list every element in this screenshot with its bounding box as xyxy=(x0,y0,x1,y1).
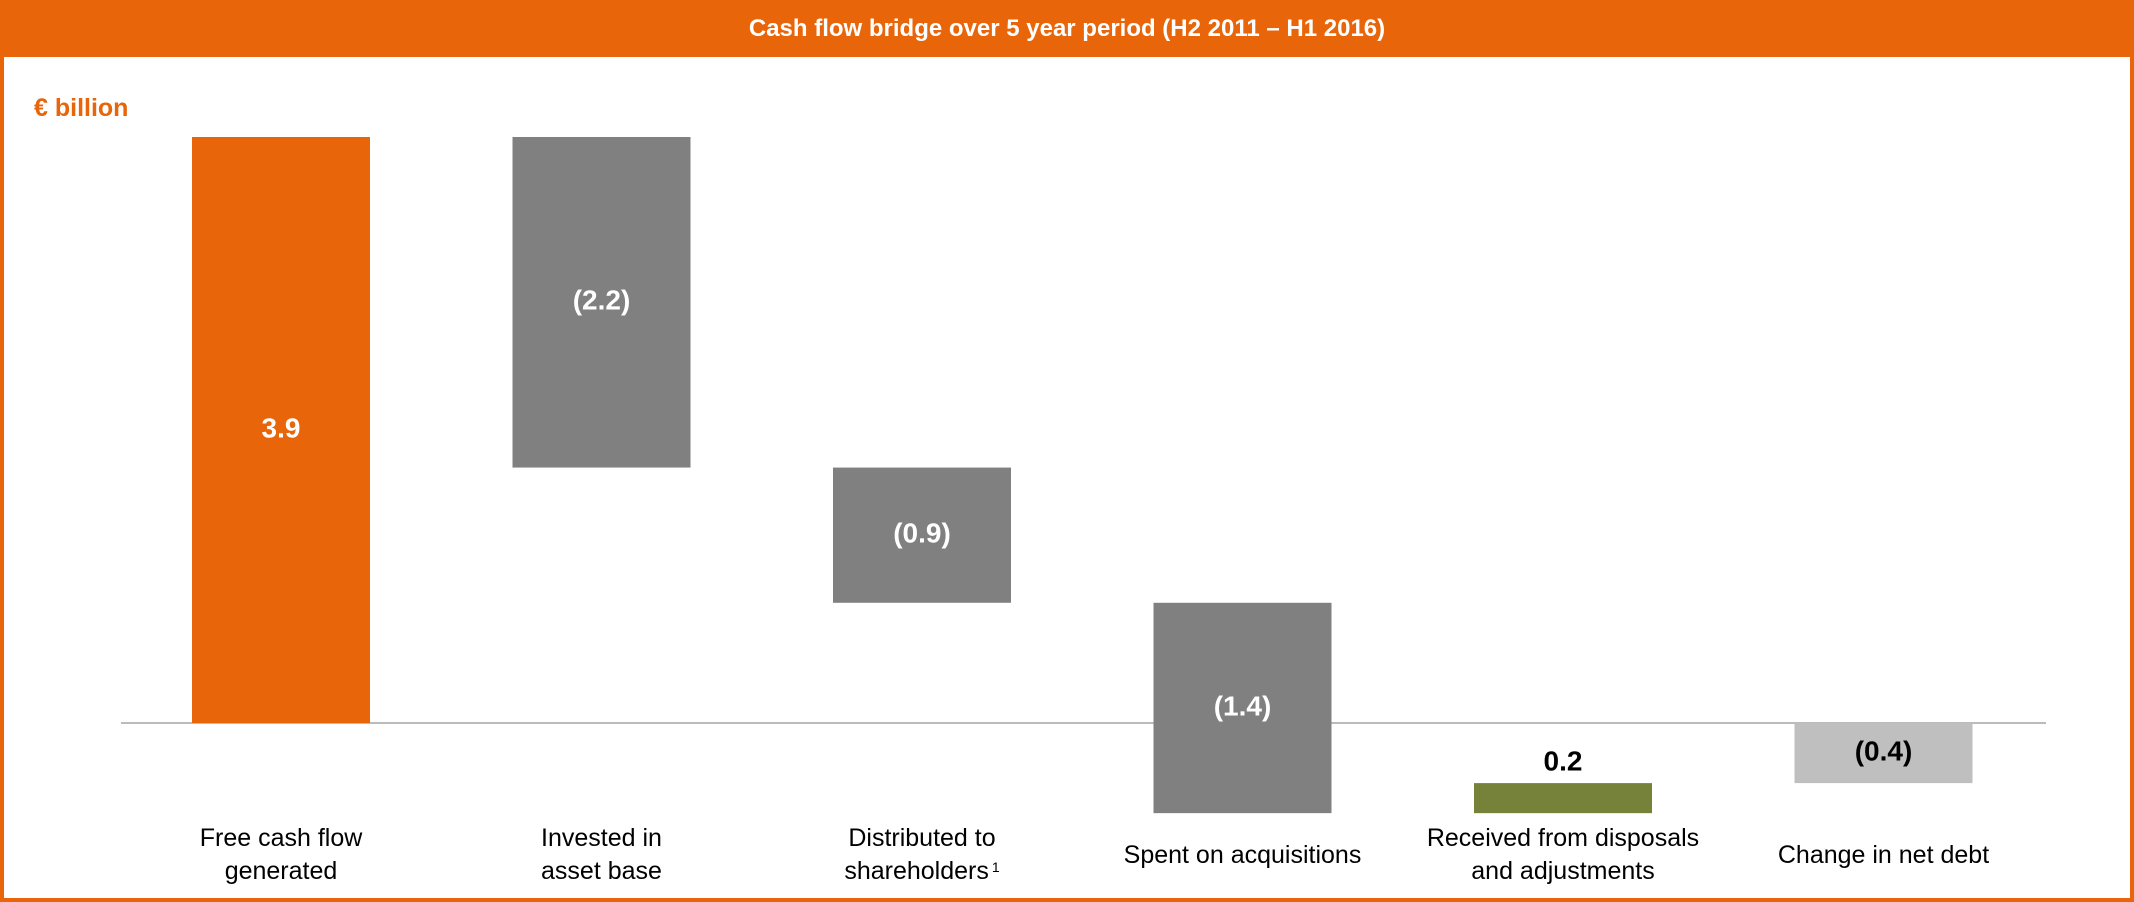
category-label: Free cash flow generated xyxy=(111,810,451,900)
category-label: Spent on acquisitions xyxy=(1073,810,1413,900)
bar xyxy=(192,137,370,723)
value-label: 0.2 xyxy=(1544,745,1583,776)
footnote-marker: 1 xyxy=(991,859,1000,875)
category-text: Distributed to shareholders 1 xyxy=(844,824,1000,885)
value-label: (0.9) xyxy=(893,518,951,549)
value-label: 3.9 xyxy=(262,412,301,443)
category-text: Change in net debt xyxy=(1777,840,1990,869)
bar xyxy=(1474,783,1652,814)
value-label: (0.4) xyxy=(1855,735,1913,766)
category-text: Free cash flow generated xyxy=(199,824,363,885)
chart-title: Cash flow bridge over 5 year period (H2 … xyxy=(4,0,2130,57)
plot: 3.9 (2.2) (0.9) (1.4) 0.2 (0.4) xyxy=(121,137,2046,814)
bar xyxy=(1794,723,1973,784)
category-label: Invested in asset base xyxy=(432,810,772,900)
value-label: (2.2) xyxy=(573,285,631,316)
category-text: Invested in asset base xyxy=(541,824,662,885)
category-label: Change in net debt xyxy=(1714,810,2054,900)
bar xyxy=(512,137,691,468)
bar xyxy=(1153,602,1332,814)
category-text: Spent on acquisitions xyxy=(1123,840,1362,869)
category-label: Received from disposals and adjustments xyxy=(1393,810,1733,900)
unit-label: € billion xyxy=(34,94,129,122)
value-label: (1.4) xyxy=(1214,690,1272,721)
bar xyxy=(833,467,1011,603)
category-label: Distributed to shareholders 1 xyxy=(752,810,1092,900)
category-text: Received from disposals and adjustments xyxy=(1426,824,1700,885)
